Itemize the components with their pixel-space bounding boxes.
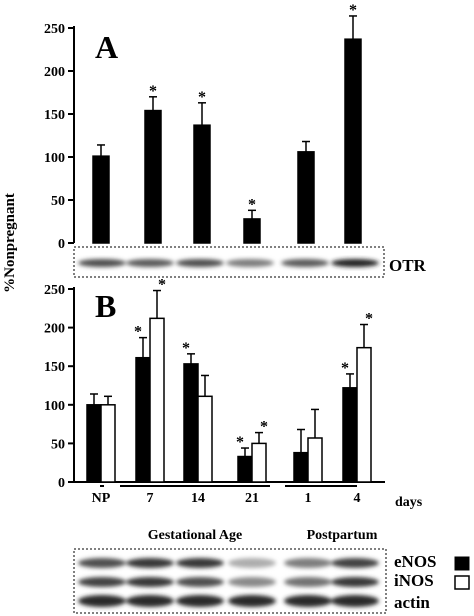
x-tick-label-0: NP	[92, 491, 111, 506]
nos-band-2-1	[126, 595, 174, 607]
nos-band-1-2	[176, 577, 224, 587]
nos-band-0-0	[78, 558, 126, 568]
otr-band-0-0	[78, 259, 126, 267]
bar-inos-5	[356, 346, 372, 483]
bar-enos-4	[293, 451, 309, 483]
y-tick-label: 100	[44, 151, 65, 166]
significance-marker: *	[149, 83, 157, 100]
bar-inos-2	[197, 395, 213, 483]
panel-a-label: A	[95, 29, 118, 65]
significance-marker: *	[349, 2, 357, 19]
significance-marker: *	[341, 360, 349, 377]
nos-band-2-5	[331, 595, 379, 607]
significance-marker: *	[198, 89, 206, 106]
y-tick-label: 250	[44, 22, 65, 37]
x-tick-label-5: 4	[354, 491, 361, 506]
bar-inos-1	[149, 317, 165, 483]
x-axis-unit-label: days	[395, 495, 423, 510]
nos-band-1-1	[126, 577, 174, 587]
x-tick-label-3: 21	[245, 491, 259, 506]
y-tick-label: 150	[44, 108, 65, 123]
bar-value-3	[243, 218, 261, 244]
panel-a-chart: A 0 50 100 150 200 250 * * * *	[44, 2, 362, 252]
bar-enos-5	[342, 387, 358, 483]
blot-label-otr: OTR	[389, 256, 427, 275]
nos-band-2-4	[284, 595, 332, 607]
bar-enos-1	[135, 356, 151, 483]
bar-inos-0	[100, 404, 116, 483]
blot-label-actin: actin	[394, 593, 430, 612]
bar-value-0	[92, 155, 110, 244]
otr-band-0-4	[281, 259, 329, 267]
bar-value-1	[144, 109, 162, 244]
significance-marker: *	[248, 196, 256, 213]
y-tick-label: 200	[44, 322, 65, 337]
bar-enos-3	[237, 455, 253, 483]
nos-band-1-3	[228, 577, 276, 587]
y-tick-label: 200	[44, 65, 65, 80]
x-tick-label-2: 14	[191, 491, 205, 506]
panel-b-label: B	[95, 288, 116, 324]
nos-blots: eNOS iNOS actin	[73, 548, 470, 614]
y-tick-label: 50	[51, 437, 65, 452]
significance-marker: *	[182, 340, 190, 357]
otr-band-0-3	[226, 259, 274, 267]
bar-value-2	[193, 124, 211, 244]
significance-marker: *	[260, 419, 268, 436]
nos-band-1-4	[284, 577, 332, 587]
y-tick-label: 150	[44, 360, 65, 375]
bar-enos-2	[183, 363, 199, 483]
nos-band-2-3	[228, 595, 276, 607]
nos-band-1-5	[331, 577, 379, 587]
otr-band-0-1	[126, 259, 174, 267]
legend-swatch-inos	[454, 575, 470, 590]
y-tick-label: 250	[44, 283, 65, 298]
y-tick-label: 50	[51, 194, 65, 209]
significance-marker: *	[236, 434, 244, 451]
nos-band-2-0	[78, 595, 126, 607]
bar-inos-4	[307, 437, 323, 483]
otr-band-0-2	[176, 259, 224, 267]
otr-band-0-5	[331, 259, 379, 267]
group-label-gestational-age: Gestational Age	[148, 528, 243, 543]
x-tick-label-4: 1	[305, 491, 312, 506]
nos-band-0-2	[176, 558, 224, 568]
significance-marker: *	[134, 324, 142, 341]
blot-label-enos: eNOS	[394, 552, 437, 571]
nos-band-0-5	[331, 558, 379, 568]
y-tick-label: 0	[58, 476, 65, 491]
group-label-postpartum: Postpartum	[307, 528, 378, 543]
blot-label-inos: iNOS	[394, 571, 434, 590]
nos-band-2-2	[176, 595, 224, 607]
legend-swatch-enos	[454, 556, 470, 571]
bar-enos-0	[86, 404, 102, 483]
nos-band-0-1	[126, 558, 174, 568]
y-tick-label: 0	[58, 237, 65, 252]
x-tick-label-1: 7	[147, 491, 154, 506]
bar-value-4	[297, 151, 315, 244]
nos-band-0-3	[228, 558, 276, 568]
bar-value-5	[344, 38, 362, 244]
otr-blot: OTR	[73, 246, 427, 278]
significance-marker: *	[365, 311, 373, 328]
bar-inos-3	[251, 442, 267, 483]
y-tick-label: 100	[44, 399, 65, 414]
nos-band-1-0	[78, 577, 126, 587]
significance-marker: *	[158, 277, 166, 294]
nos-band-0-4	[284, 558, 332, 568]
y-axis-label: %Nonpregnant	[2, 193, 18, 293]
